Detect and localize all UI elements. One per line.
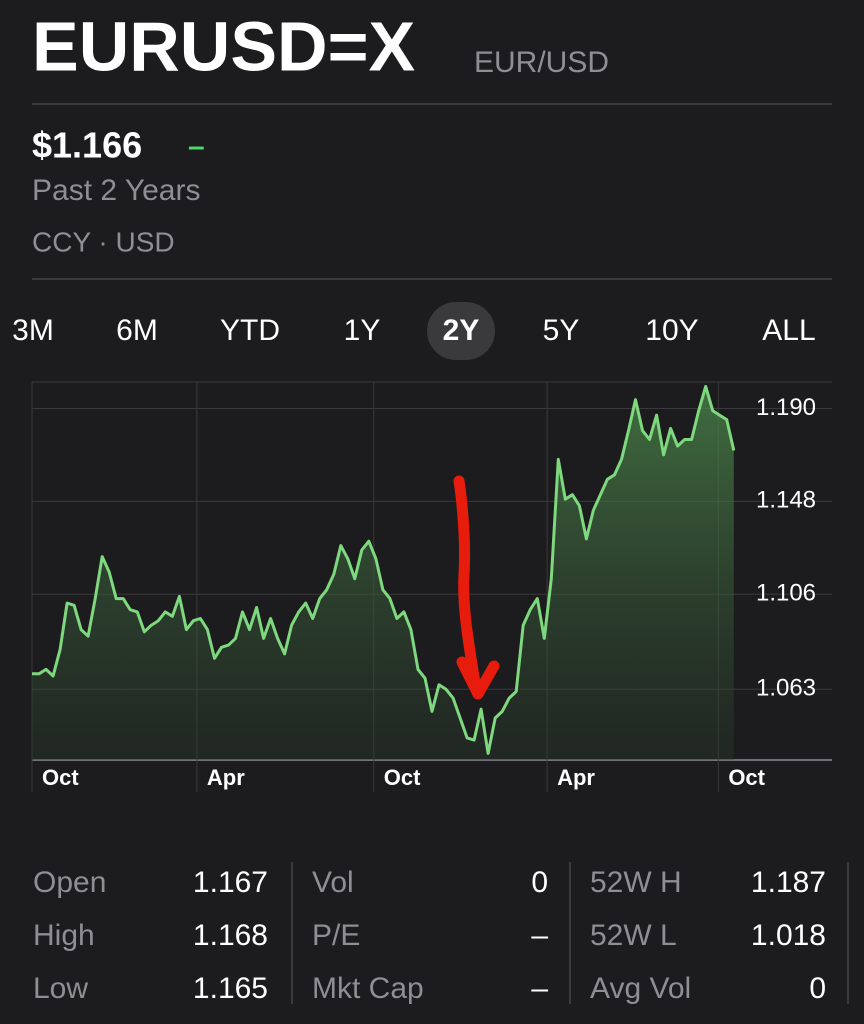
x-tick-label: Oct xyxy=(728,765,765,790)
symbol-name: EUR/USD xyxy=(474,46,609,79)
stat-label: 52W H xyxy=(590,866,682,899)
stat-value: 1.187 xyxy=(751,866,826,899)
stat-label: Mkt Cap xyxy=(312,972,424,1005)
range-button[interactable]: YTD xyxy=(220,314,280,347)
y-tick-label: 1.063 xyxy=(756,675,816,702)
stat-label: P/E xyxy=(312,919,360,952)
stat-label: Avg Vol xyxy=(590,972,691,1005)
stat-label: Vol xyxy=(312,866,354,899)
stat-value: 0 xyxy=(531,866,548,899)
range-button[interactable]: 5Y xyxy=(543,314,580,347)
stat-value: 0 xyxy=(809,972,826,1005)
range-selected-bg xyxy=(427,302,495,360)
range-button[interactable]: 6M xyxy=(116,314,158,347)
symbol: EURUSD=X xyxy=(32,7,415,85)
range-button[interactable]: 1Y xyxy=(344,314,381,347)
stat-value: 1.167 xyxy=(193,866,268,899)
annotation-arrow xyxy=(453,475,500,700)
price: $1.166 xyxy=(32,125,142,166)
x-tick-label: Apr xyxy=(207,765,245,790)
stat-value: 1.168 xyxy=(193,919,268,952)
stat-value: 1.018 xyxy=(751,919,826,952)
stat-value: – xyxy=(531,972,548,1005)
exchange: CCY · USD xyxy=(32,226,175,257)
y-tick-label: 1.106 xyxy=(756,580,816,607)
range-button[interactable]: ALL xyxy=(762,314,815,347)
range-button[interactable]: 2Y xyxy=(443,314,480,347)
stat-value: – xyxy=(531,919,548,952)
stat-label: Low xyxy=(33,972,88,1005)
stat-label: Open xyxy=(33,866,106,899)
x-tick-label: Oct xyxy=(384,765,421,790)
range-button[interactable]: 10Y xyxy=(645,314,698,347)
x-tick-label: Oct xyxy=(42,765,79,790)
stat-label: High xyxy=(33,919,95,952)
range-button[interactable]: 3M xyxy=(12,314,54,347)
y-tick-label: 1.148 xyxy=(756,487,816,514)
stat-value: 1.165 xyxy=(193,972,268,1005)
price-line xyxy=(32,384,736,755)
change: – xyxy=(188,130,205,163)
stat-label: 52W L xyxy=(590,919,677,952)
x-tick-label: Apr xyxy=(557,765,595,790)
y-tick-label: 1.190 xyxy=(756,394,816,421)
period: Past 2 Years xyxy=(32,174,200,207)
